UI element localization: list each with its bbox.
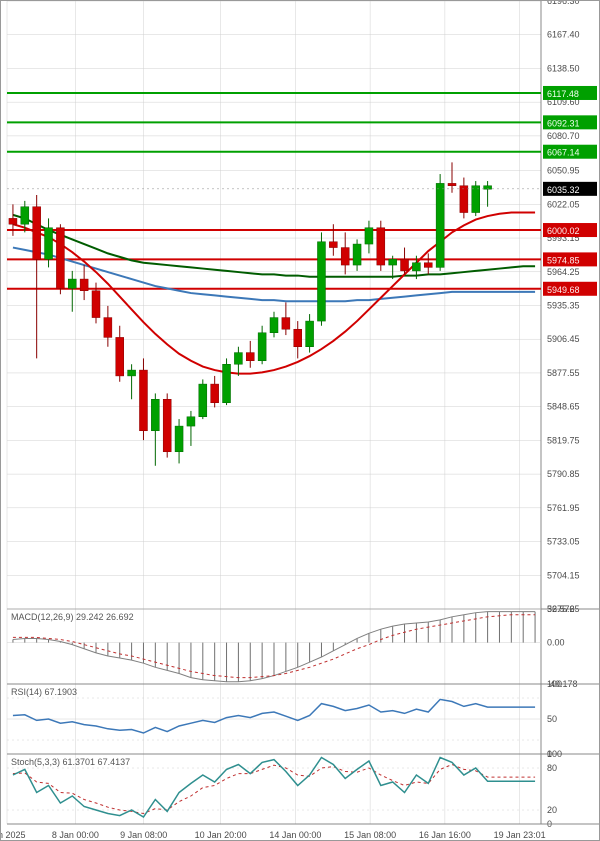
svg-text:0.00: 0.00 [547,638,565,648]
svg-text:5790.85: 5790.85 [547,469,580,479]
svg-text:8 Jan 00:00: 8 Jan 00:00 [52,830,99,840]
svg-text:6050.95: 6050.95 [547,166,580,176]
svg-text:Stoch(5,3,3) 61.3701 67.4137: Stoch(5,3,3) 61.3701 67.4137 [11,757,130,767]
svg-text:5974.85: 5974.85 [547,255,580,265]
svg-text:32.576: 32.576 [547,604,575,614]
svg-text:5704.15: 5704.15 [547,570,580,580]
svg-text:5848.65: 5848.65 [547,402,580,412]
svg-text:RSI(14) 67.1903: RSI(14) 67.1903 [11,687,77,697]
svg-text:15 Jan 08:00: 15 Jan 08:00 [344,830,396,840]
svg-text:6035.32: 6035.32 [547,185,580,195]
svg-text:6196.30: 6196.30 [547,1,580,6]
svg-text:5819.75: 5819.75 [547,435,580,445]
svg-text:Jan 2025: Jan 2025 [1,830,26,840]
svg-text:5733.05: 5733.05 [547,537,580,547]
svg-text:16 Jan 16:00: 16 Jan 16:00 [419,830,471,840]
svg-text:5761.95: 5761.95 [547,503,580,513]
svg-text:6138.50: 6138.50 [547,63,580,73]
svg-text:6167.40: 6167.40 [547,30,580,40]
svg-text:19 Jan 23:01: 19 Jan 23:01 [494,830,546,840]
svg-text:6022.05: 6022.05 [547,199,580,209]
svg-text:5964.25: 5964.25 [547,267,580,277]
svg-text:6067.14: 6067.14 [547,148,580,158]
svg-text:100: 100 [547,679,562,689]
svg-text:10 Jan 20:00: 10 Jan 20:00 [195,830,247,840]
svg-text:MACD(12,26,9) 29.242 26.692: MACD(12,26,9) 29.242 26.692 [11,612,134,622]
svg-text:20: 20 [547,805,557,815]
svg-text:100: 100 [547,749,562,759]
svg-text:6092.31: 6092.31 [547,118,580,128]
svg-text:9 Jan 08:00: 9 Jan 08:00 [120,830,167,840]
svg-text:5935.35: 5935.35 [547,300,580,310]
chart-svg[interactable]: 6196.306167.406138.506109.606080.706050.… [1,1,599,840]
svg-text:50: 50 [547,714,557,724]
svg-text:5877.55: 5877.55 [547,368,580,378]
svg-text:14 Jan 00:00: 14 Jan 00:00 [269,830,321,840]
svg-text:6117.48: 6117.48 [547,89,579,99]
svg-text:80: 80 [547,763,557,773]
svg-text:5949.68: 5949.68 [547,285,580,295]
chart-container: 6196.306167.406138.506109.606080.706050.… [0,0,600,841]
svg-text:6000.02: 6000.02 [547,226,580,236]
svg-text:5906.45: 5906.45 [547,334,580,344]
svg-text:6080.70: 6080.70 [547,131,580,141]
